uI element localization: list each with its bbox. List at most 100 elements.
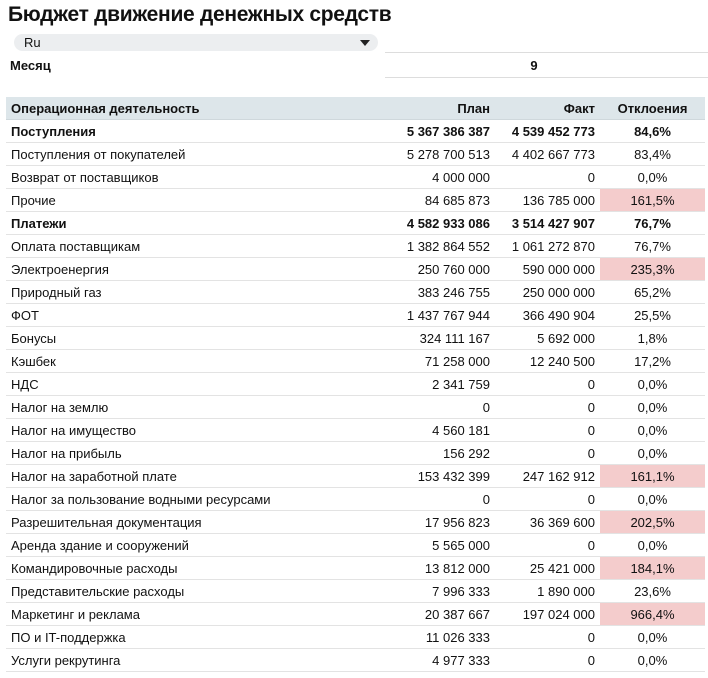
cell: 71 258 000: [390, 349, 495, 373]
cell: 366 490 904: [495, 303, 600, 327]
cell: 3 514 427 907: [495, 211, 600, 235]
cell: 17 956 823: [390, 510, 495, 534]
table-row: Платежи 4 582 933 086 3 514 427 907 76,7%: [6, 211, 705, 235]
row-label: Командировочные расходы: [6, 556, 390, 580]
cell: 76,7%: [600, 234, 705, 258]
language-dropdown[interactable]: Ru: [14, 34, 378, 51]
cell: 7 996 333: [390, 579, 495, 603]
row-label: Кэшбек: [6, 349, 390, 373]
cell: 0,0%: [600, 372, 705, 396]
cell: 12 240 500: [495, 349, 600, 373]
cell: 36 369 600: [495, 510, 600, 534]
cell: 4 560 181: [390, 418, 495, 442]
cell: 5 692 000: [495, 326, 600, 350]
column-header: Факт: [495, 97, 600, 120]
table-row: Налог на имущество 4 560 181 0 0,0%: [6, 418, 705, 442]
table-row: Оплата поставщикам 1 382 864 552 1 061 272…: [6, 234, 705, 258]
row-label: Разрешительная документация: [6, 510, 390, 534]
row-label: Бонусы: [6, 326, 390, 350]
row-label: НДС: [6, 372, 390, 396]
row-label: Электроенергия: [6, 257, 390, 281]
row-label: Природный газ: [6, 280, 390, 304]
row-label: Возврат от поставщиков: [6, 165, 390, 189]
filter-label: Месяц: [10, 58, 51, 73]
cell: 0: [495, 487, 600, 511]
row-label: ПО и IT-поддержка: [6, 625, 390, 649]
cell: 0: [495, 533, 600, 557]
table-row: ФОТ 1 437 767 944 366 490 904 25,5%: [6, 303, 705, 327]
cell: 383 246 755: [390, 280, 495, 304]
cell: 153 432 399: [390, 464, 495, 488]
cell: 83,4%: [600, 142, 705, 166]
column-header: Операционная деятельность: [6, 97, 390, 120]
row-label: Представительские расходы: [6, 579, 390, 603]
cell: 0: [495, 418, 600, 442]
cell: 13 812 000: [390, 556, 495, 580]
row-label: Оплата поставщикам: [6, 234, 390, 258]
cell: 4 977 333: [390, 648, 495, 672]
header-row: Операционная деятельность План Факт Отклоен…: [6, 97, 705, 120]
cell: 4 000 000: [390, 165, 495, 189]
cell: 25 421 000: [495, 556, 600, 580]
cell: 0: [390, 395, 495, 419]
cell: 0: [495, 372, 600, 396]
cell: 65,2%: [600, 280, 705, 304]
cell: 202,5%: [600, 510, 705, 534]
filter-value[interactable]: 9: [385, 52, 708, 78]
table-row: Налог на землю 0 0 0,0%: [6, 395, 705, 419]
table-row: Налог на прибыль 156 292 0 0,0%: [6, 441, 705, 465]
row-label: Налог на землю: [6, 395, 390, 419]
table-row: Электроенергия 250 760 000 590 000 000 235,…: [6, 257, 705, 281]
cell: 0,0%: [600, 418, 705, 442]
cell: 0: [495, 625, 600, 649]
cell: 0,0%: [600, 395, 705, 419]
table-row: Прочие 84 685 873 136 785 000 161,5%: [6, 188, 705, 212]
cell: 324 111 167: [390, 326, 495, 350]
cell: 250 000 000: [495, 280, 600, 304]
cell: 136 785 000: [495, 188, 600, 212]
column-header: Отклоения: [600, 97, 705, 120]
table-row: Поступления от покупателей 5 278 700 513 4…: [6, 142, 705, 166]
table-row: Командировочные расходы 13 812 000 25 421 …: [6, 556, 705, 580]
table-row: Возврат от поставщиков 4 000 000 0 0,0%: [6, 165, 705, 189]
dropdown-arrow: [360, 40, 370, 46]
table-row: Представительские расходы 7 996 333 1 890 …: [6, 579, 705, 603]
cell: 156 292: [390, 441, 495, 465]
cell: 84 685 873: [390, 188, 495, 212]
row-label: Аренда здание и сооружений: [6, 533, 390, 557]
cell: 23,6%: [600, 579, 705, 603]
table-row: Налог за пользование водными ресурсами 0 0…: [6, 487, 705, 511]
table-row: Аренда здание и сооружений 5 565 000 0 0,0%: [6, 533, 705, 557]
table-row: Разрешительная документация 17 956 823 36 …: [6, 510, 705, 534]
cell: 84,6%: [600, 119, 705, 143]
cell: 25,5%: [600, 303, 705, 327]
table-row: Услуги рекрутинга 4 977 333 0 0,0%: [6, 648, 705, 672]
cell: 161,1%: [600, 464, 705, 488]
cell: 0: [495, 165, 600, 189]
cell: 0,0%: [600, 487, 705, 511]
row-label: Платежи: [6, 211, 390, 235]
column-header: План: [390, 97, 495, 120]
cell: 0,0%: [600, 625, 705, 649]
cell: 0,0%: [600, 165, 705, 189]
table-row: Бонусы 324 111 167 5 692 000 1,8%: [6, 326, 705, 350]
cell: 1 890 000: [495, 579, 600, 603]
cell: 0: [495, 441, 600, 465]
row-label: Услуги рекрутинга: [6, 648, 390, 672]
cell: 5 278 700 513: [390, 142, 495, 166]
cell: 0,0%: [600, 648, 705, 672]
dropdown-value: Ru: [24, 35, 41, 50]
cell: 0,0%: [600, 441, 705, 465]
report-title: Бюджет движение денежных средств: [8, 3, 392, 26]
cell: 1,8%: [600, 326, 705, 350]
cell: 250 760 000: [390, 257, 495, 281]
cell: 1 437 767 944: [390, 303, 495, 327]
cell: 235,3%: [600, 257, 705, 281]
cell: 17,2%: [600, 349, 705, 373]
table-row: ПО и IT-поддержка 11 026 333 0 0,0%: [6, 625, 705, 649]
cell: 4 582 933 086: [390, 211, 495, 235]
table-row: Природный газ 383 246 755 250 000 000 65,2%: [6, 280, 705, 304]
row-label: ФОТ: [6, 303, 390, 327]
cell: 76,7%: [600, 211, 705, 235]
row-label: Маркетинг и реклама: [6, 602, 390, 626]
